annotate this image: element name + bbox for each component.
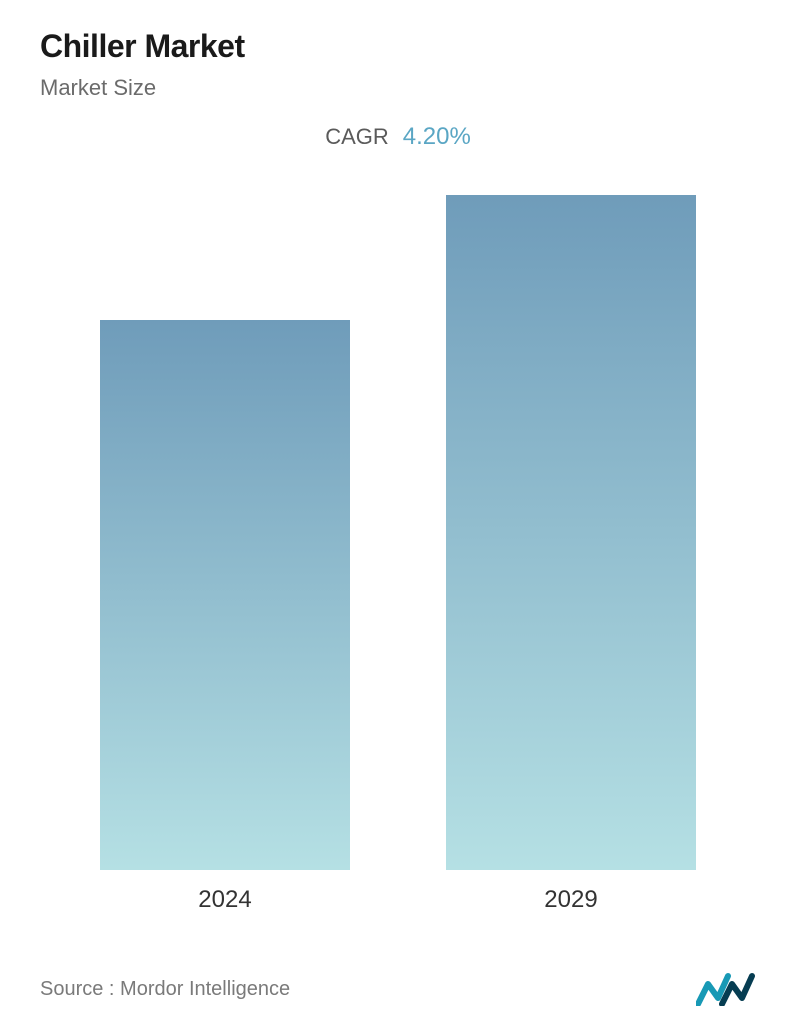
chart-subtitle: Market Size: [40, 75, 756, 101]
bar-group-0: 2024: [100, 180, 350, 914]
brand-logo-icon: [696, 972, 756, 1006]
footer-row: Source : Mordor Intelligence: [40, 972, 756, 1006]
bar-label-0: 2024: [198, 886, 251, 914]
chart-title: Chiller Market: [40, 28, 756, 65]
bars-wrapper: 2024 2029: [40, 180, 756, 914]
chart-area: 2024 2029: [40, 180, 756, 914]
bar-0: [100, 320, 350, 871]
cagr-value: 4.20%: [403, 123, 471, 151]
bar-1: [446, 195, 696, 870]
source-text: Source : Mordor Intelligence: [40, 978, 290, 1001]
cagr-row: CAGR 4.20%: [40, 123, 756, 151]
chart-container: Chiller Market Market Size CAGR 4.20% 20…: [0, 0, 796, 1034]
bar-label-1: 2029: [544, 886, 597, 914]
bar-group-1: 2029: [446, 180, 696, 914]
cagr-label: CAGR: [325, 124, 389, 150]
